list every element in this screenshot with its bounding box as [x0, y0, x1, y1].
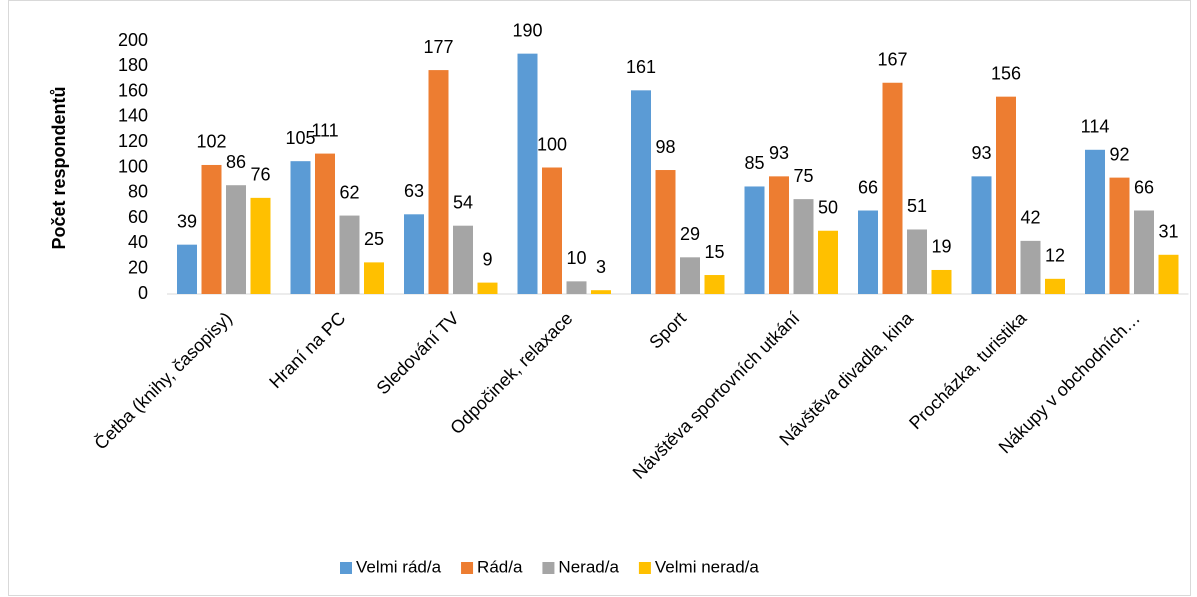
value-label: 105 — [285, 128, 315, 148]
bar — [201, 164, 222, 294]
value-label: 66 — [858, 177, 878, 197]
y-tick-label: 160 — [118, 80, 148, 100]
bar — [250, 197, 271, 294]
legend-label: Nerad/a — [558, 557, 619, 576]
legend-swatch — [340, 562, 352, 574]
bar — [542, 167, 562, 294]
y-tick-label: 0 — [138, 283, 148, 303]
value-label: 93 — [971, 143, 991, 163]
value-label: 12 — [1045, 246, 1065, 266]
value-label: 3 — [596, 257, 606, 277]
value-label: 102 — [196, 132, 226, 152]
value-label: 111 — [311, 120, 338, 140]
bar — [177, 244, 197, 294]
value-label: 98 — [655, 137, 675, 157]
y-tick-label: 200 — [118, 30, 148, 50]
y-axis-label: Počet respondentů — [49, 86, 69, 249]
bar — [631, 90, 651, 295]
bar — [428, 70, 449, 294]
bar — [364, 262, 384, 294]
value-label: 161 — [626, 57, 656, 77]
bar — [971, 176, 992, 294]
value-label: 51 — [907, 196, 927, 216]
value-label: 92 — [1109, 144, 1129, 164]
value-label: 66 — [1134, 177, 1154, 197]
value-label: 19 — [931, 237, 951, 257]
bar — [453, 225, 473, 294]
value-label: 93 — [769, 143, 789, 163]
bar — [404, 214, 424, 294]
bar — [315, 153, 335, 294]
value-label: 76 — [250, 165, 270, 185]
bar — [1109, 177, 1130, 294]
value-label: 100 — [537, 134, 567, 154]
value-label: 50 — [818, 198, 838, 218]
value-label: 190 — [512, 20, 542, 40]
value-label: 62 — [339, 182, 359, 202]
bar — [680, 257, 700, 294]
bar — [477, 282, 498, 294]
y-tick-label: 120 — [118, 131, 148, 151]
bar — [591, 290, 611, 294]
value-label: 114 — [1081, 117, 1110, 137]
bar — [339, 215, 360, 294]
legend-swatch — [638, 562, 651, 574]
bar — [290, 161, 311, 294]
value-label: 10 — [566, 248, 586, 268]
bar — [793, 199, 814, 294]
value-label: 156 — [991, 63, 1021, 83]
value-label: 75 — [793, 166, 813, 186]
value-label: 9 — [482, 249, 492, 269]
value-label: 25 — [364, 229, 384, 249]
legend-swatch — [542, 562, 555, 574]
value-label: 31 — [1158, 222, 1178, 242]
bar — [517, 53, 538, 295]
bar — [1158, 254, 1179, 294]
value-label: 177 — [423, 37, 453, 57]
y-tick-label: 20 — [128, 257, 148, 277]
value-label: 63 — [404, 181, 424, 201]
value-label: 42 — [1020, 208, 1040, 228]
y-tick-label: 80 — [128, 182, 148, 202]
bar — [882, 82, 903, 295]
value-label: 85 — [744, 153, 764, 173]
y-tick-label: 100 — [118, 156, 148, 176]
chart-border — [8, 0, 1191, 596]
value-label: 167 — [877, 49, 907, 69]
bar — [226, 185, 246, 294]
bar — [996, 96, 1016, 294]
legend-label: Velmi rád/a — [356, 557, 442, 576]
legend-label: Rád/a — [477, 557, 523, 576]
bar — [1085, 149, 1105, 294]
bar — [769, 176, 789, 294]
value-label: 15 — [704, 242, 724, 262]
value-label: 54 — [453, 192, 473, 212]
y-tick-label: 60 — [128, 207, 148, 227]
bar — [1045, 278, 1065, 294]
bar — [744, 186, 765, 294]
bar — [1020, 240, 1041, 294]
bar — [1134, 210, 1154, 294]
value-label: 29 — [680, 224, 700, 244]
y-tick-label: 140 — [118, 106, 148, 126]
bar — [704, 275, 725, 294]
bar — [818, 230, 838, 294]
y-tick-label: 40 — [128, 232, 148, 252]
bar — [931, 269, 952, 294]
legend-label: Velmi nerad/a — [655, 557, 759, 576]
bar — [907, 229, 927, 294]
bar — [566, 281, 587, 294]
bar — [858, 210, 878, 294]
value-label: 86 — [226, 152, 246, 172]
value-label: 39 — [177, 211, 197, 231]
legend-swatch — [461, 562, 474, 574]
y-tick-label: 180 — [118, 55, 148, 75]
bar — [655, 170, 676, 294]
